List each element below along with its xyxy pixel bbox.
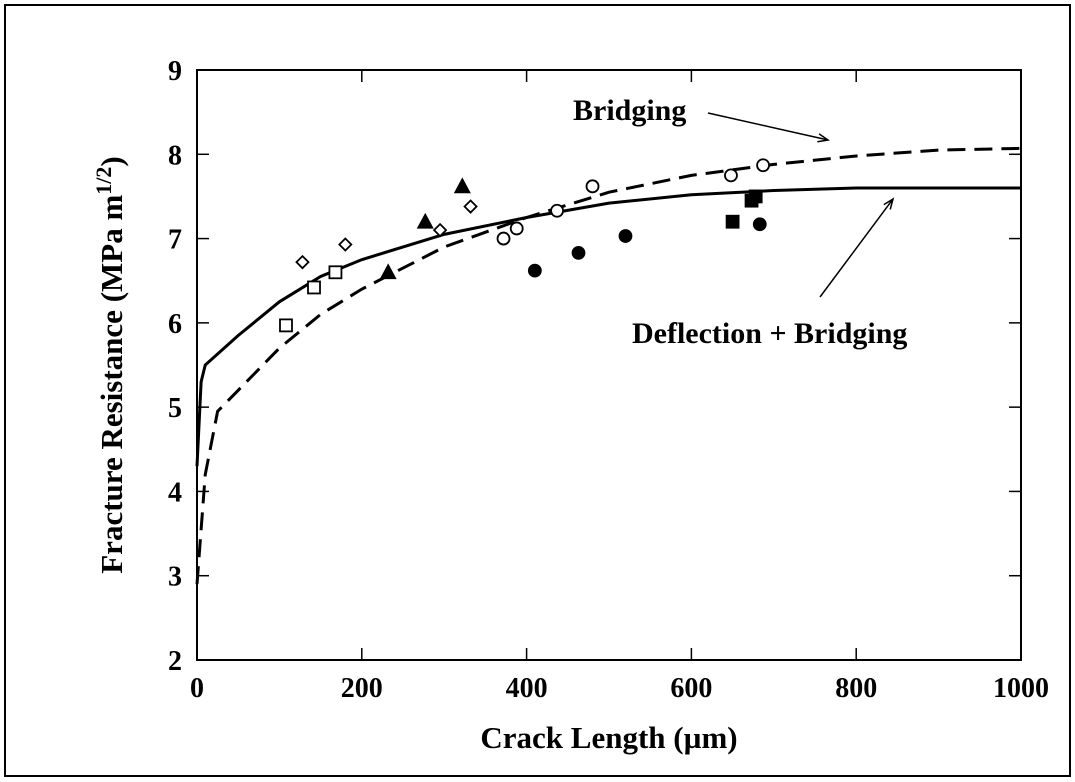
y-tick-label: 9 — [168, 56, 182, 87]
point — [328, 265, 343, 280]
annotation-arrow — [707, 112, 828, 140]
x-tick-label: 600 — [670, 673, 712, 704]
y-label-text: Fracture Resistance (MPa m — [94, 195, 129, 574]
x-tick-label: 400 — [506, 673, 548, 704]
y-tick-label: 6 — [168, 309, 182, 340]
curve — [195, 146, 1022, 585]
point — [453, 177, 471, 194]
frame — [4, 4, 1071, 777]
x-tick-label: 200 — [341, 673, 383, 704]
x-tick-label: 0 — [190, 673, 204, 704]
point — [307, 280, 321, 295]
x-tick-label: 1000 — [993, 673, 1049, 704]
point — [725, 214, 740, 229]
point — [496, 231, 511, 246]
point — [379, 263, 397, 280]
point — [748, 189, 763, 204]
y-tick-label: 2 — [168, 646, 182, 677]
point — [756, 158, 770, 173]
y-label-sup: 1/2 — [91, 167, 116, 195]
x-tick-label: 800 — [835, 673, 877, 704]
point — [509, 221, 524, 236]
point — [432, 222, 448, 238]
y-tick-label: 5 — [168, 393, 182, 424]
annotation: Bridging — [573, 94, 686, 127]
y-tick-label: 4 — [168, 477, 182, 508]
point — [752, 217, 767, 232]
y-label-end: ) — [94, 156, 129, 166]
y-axis-label: Fracture Resistance (MPa m1/2) — [91, 156, 129, 574]
point — [571, 245, 586, 260]
point — [279, 318, 293, 333]
annotation: Deflection + Bridging — [632, 317, 907, 350]
y-tick-label: 8 — [168, 140, 182, 171]
point — [416, 212, 434, 229]
plot-area — [196, 69, 1022, 661]
y-tick-label: 7 — [168, 225, 182, 256]
point — [338, 237, 353, 252]
point — [295, 254, 310, 270]
annotation-arrow — [819, 199, 893, 298]
point — [724, 168, 738, 183]
point — [618, 229, 633, 243]
x-axis-label: Crack Length (µm) — [480, 720, 737, 755]
point — [527, 263, 542, 278]
y-tick-label: 3 — [168, 562, 182, 593]
point — [463, 199, 478, 214]
point — [550, 203, 564, 218]
point — [585, 179, 600, 194]
